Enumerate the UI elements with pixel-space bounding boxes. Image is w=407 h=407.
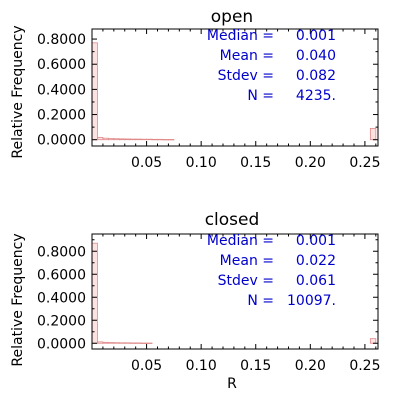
x-tick-label: 0.25 bbox=[349, 155, 380, 171]
stat-value: 4235. bbox=[296, 88, 336, 104]
panel-closed: closed Relative Frequency 0.05 0.10 0.15 0.… bbox=[10, 210, 380, 392]
stat-label: Mean = bbox=[220, 48, 274, 64]
y-tick-label: 0.2000 bbox=[37, 108, 86, 124]
histogram-bar bbox=[97, 137, 104, 141]
stat-label: Median = bbox=[207, 233, 274, 249]
x-axis-label: R bbox=[227, 376, 237, 392]
histogram-bar bbox=[129, 138, 137, 141]
x-tick-label: 0.05 bbox=[131, 155, 162, 171]
histogram-bar bbox=[113, 342, 120, 344]
stat-value: 0.040 bbox=[296, 48, 336, 64]
histogram-bar bbox=[157, 138, 164, 141]
x-tick-label: 0.05 bbox=[131, 358, 162, 374]
chart-title: open bbox=[211, 7, 253, 27]
stat-value: 0.001 bbox=[296, 233, 336, 249]
panel-open: open Relative Frequency 0.05 0.10 0.15 0.20… bbox=[10, 7, 380, 171]
x-tick-label: 0.20 bbox=[295, 155, 326, 171]
y-ticks: 0.0000 0.2000 0.4000 0.6000 0.8000 bbox=[37, 239, 378, 352]
histogram-bar bbox=[107, 138, 115, 141]
histogram-bar bbox=[113, 138, 120, 141]
y-tick-label: 0.6000 bbox=[37, 57, 86, 73]
y-tick-label: 0.0000 bbox=[37, 133, 86, 149]
histogram-bar bbox=[102, 341, 109, 344]
histogram-bar bbox=[129, 342, 137, 344]
y-tick-label: 0.2000 bbox=[37, 313, 86, 329]
histogram-bar bbox=[107, 342, 115, 344]
stat-label: Mean = bbox=[220, 253, 274, 269]
y-axis-label: Relative Frequency bbox=[10, 233, 26, 366]
stats-box: Median = 0.001 Mean = 0.022 Stdev = 0.061 N = 1… bbox=[207, 233, 336, 309]
histogram-bar bbox=[124, 342, 131, 344]
stat-value: 0.022 bbox=[296, 253, 336, 269]
x-tick-label: 0.15 bbox=[240, 358, 271, 374]
y-tick-label: 0.6000 bbox=[37, 267, 86, 283]
histogram-bar bbox=[140, 342, 147, 344]
histogram-bar bbox=[369, 338, 377, 344]
y-tick-label: 0.8000 bbox=[37, 244, 86, 260]
stat-value: 10097. bbox=[287, 293, 336, 309]
histogram-bar bbox=[135, 138, 142, 141]
stat-label: Stdev = bbox=[218, 273, 274, 289]
y-axis-label: Relative Frequency bbox=[10, 25, 26, 158]
histogram-bar bbox=[124, 138, 131, 141]
y-tick-label: 0.8000 bbox=[37, 32, 86, 48]
bars bbox=[91, 42, 377, 141]
x-tick-label: 0.10 bbox=[186, 358, 217, 374]
histogram-bar bbox=[118, 138, 126, 141]
x-tick-label: 0.25 bbox=[349, 358, 380, 374]
stat-label: N = bbox=[247, 88, 274, 104]
stats-box: Median = 0.001 Mean = 0.040 Stdev = 0.082 N = 4… bbox=[207, 28, 336, 104]
stat-value: 0.061 bbox=[296, 273, 336, 289]
histogram-bar bbox=[118, 342, 126, 344]
x-tick-label: 0.15 bbox=[240, 155, 271, 171]
stat-value: 0.082 bbox=[296, 68, 336, 84]
histogram-bar bbox=[151, 138, 158, 141]
histogram-bar bbox=[91, 242, 98, 344]
plot-frame bbox=[91, 28, 379, 147]
x-ticks: 0.05 0.10 0.15 0.20 0.25 bbox=[102, 29, 380, 171]
histogram-bar bbox=[146, 342, 153, 344]
x-tick-label: 0.20 bbox=[295, 358, 326, 374]
stat-label: Stdev = bbox=[218, 68, 274, 84]
y-ticks: 0.0000 0.2000 0.4000 0.6000 0.8000 bbox=[37, 32, 378, 149]
y-tick-label: 0.4000 bbox=[37, 290, 86, 306]
histogram-bar bbox=[162, 139, 169, 141]
chart-title: closed bbox=[205, 210, 260, 230]
histogram-bar bbox=[369, 127, 377, 141]
plot-frame bbox=[91, 233, 379, 350]
histogram-bar bbox=[102, 137, 109, 141]
histogram-bar bbox=[140, 138, 147, 141]
histogram-bar bbox=[168, 139, 175, 141]
histogram-bar bbox=[135, 342, 142, 344]
x-tick-label: 0.10 bbox=[186, 155, 217, 171]
y-tick-label: 0.0000 bbox=[37, 336, 86, 352]
stat-label: N = bbox=[247, 293, 274, 309]
x-ticks: 0.05 0.10 0.15 0.20 0.25 bbox=[102, 234, 380, 374]
stat-value: 0.001 bbox=[296, 28, 336, 44]
y-tick-label: 0.4000 bbox=[37, 82, 86, 98]
histogram-bar bbox=[146, 138, 153, 141]
histogram-bar bbox=[91, 42, 98, 141]
stat-label: Median = bbox=[207, 28, 274, 44]
histogram-bar bbox=[97, 341, 104, 344]
